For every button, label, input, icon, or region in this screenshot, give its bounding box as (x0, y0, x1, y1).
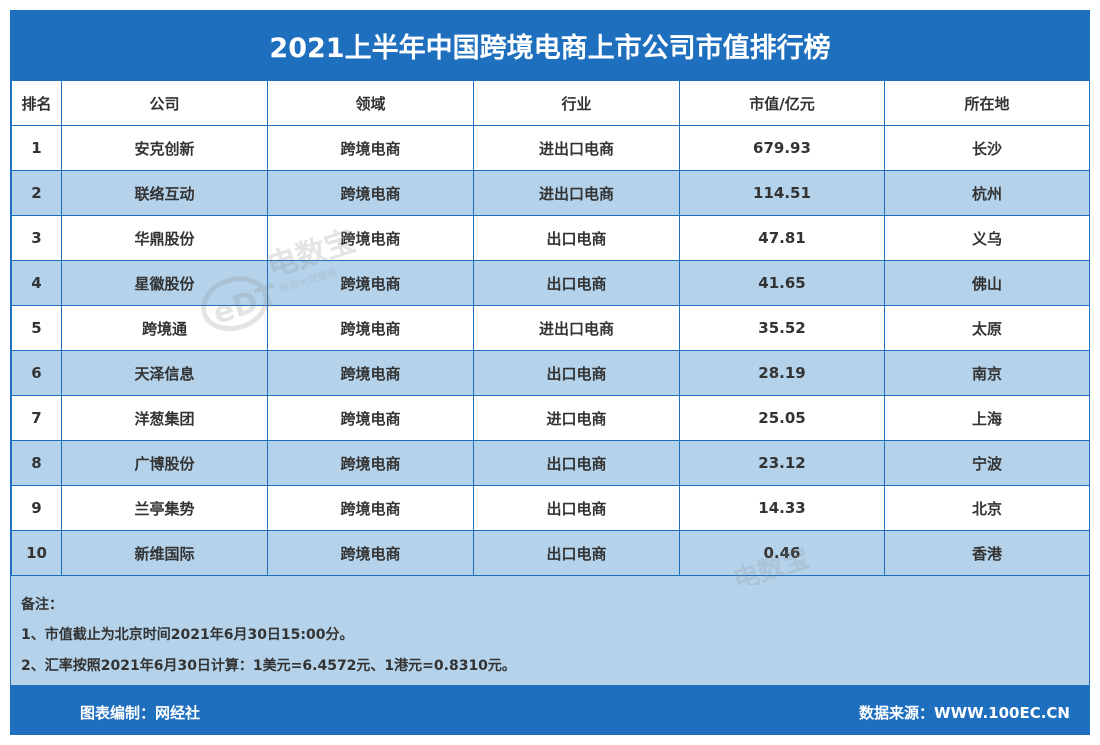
cell-company: 洋葱集团 (61, 395, 268, 441)
header-cell-location: 所在地 (884, 80, 1090, 126)
table-row: 8 广博股份 跨境电商 出口电商 23.12 宁波 (11, 440, 1090, 486)
cell-market-value: 41.65 (679, 260, 885, 306)
table-row: 1 安克创新 跨境电商 进出口电商 679.93 长沙 (11, 125, 1090, 171)
cell-market-value: 14.33 (679, 485, 885, 531)
cell-field: 跨境电商 (267, 170, 474, 216)
cell-location: 长沙 (884, 125, 1090, 171)
cell-rank: 5 (11, 305, 62, 351)
note-line-2: 2、汇率按照2021年6月30日计算：1美元=6.4572元、1港元=0.831… (21, 658, 516, 674)
cell-field: 跨境电商 (267, 530, 474, 576)
cell-field: 跨境电商 (267, 305, 474, 351)
cell-rank: 10 (11, 530, 62, 576)
cell-industry: 出口电商 (473, 350, 680, 396)
cell-location: 杭州 (884, 170, 1090, 216)
cell-company: 兰亭集势 (61, 485, 268, 531)
cell-industry: 进出口电商 (473, 305, 680, 351)
chart-title: 2021上半年中国跨境电商上市公司市值排行榜 (269, 32, 831, 64)
cell-industry: 进出口电商 (473, 125, 680, 171)
cell-field: 跨境电商 (267, 125, 474, 171)
cell-location: 佛山 (884, 260, 1090, 306)
cell-rank: 6 (11, 350, 62, 396)
cell-location: 香港 (884, 530, 1090, 576)
cell-location: 宁波 (884, 440, 1090, 486)
cell-field: 跨境电商 (267, 260, 474, 306)
footer-source: 数据来源：WWW.100EC.CN (859, 704, 1070, 722)
cell-market-value: 23.12 (679, 440, 885, 486)
cell-company: 星徽股份 (61, 260, 268, 306)
cell-rank: 2 (11, 170, 62, 216)
cell-field: 跨境电商 (267, 485, 474, 531)
header-cell-industry: 行业 (473, 80, 680, 126)
cell-market-value: 47.81 (679, 215, 885, 261)
cell-market-value: 25.05 (679, 395, 885, 441)
cell-company: 华鼎股份 (61, 215, 268, 261)
table-body: 1 安克创新 跨境电商 进出口电商 679.93 长沙 2 联络互动 跨境电商 进出口电商 114.… (11, 125, 1090, 576)
cell-industry: 进出口电商 (473, 170, 680, 216)
chart-frame: 2021上半年中国跨境电商上市公司市值排行榜 排名 公司 领域 行业 市值/亿元… (10, 10, 1090, 735)
cell-rank: 9 (11, 485, 62, 531)
cell-location: 上海 (884, 395, 1090, 441)
notes-panel: 备注： 1、市值截止为北京时间2021年6月30日15:00分。 2、汇率按照2… (11, 576, 1089, 685)
cell-industry: 出口电商 (473, 440, 680, 486)
cell-industry: 进口电商 (473, 395, 680, 441)
header-row: 排名 公司 领域 行业 市值/亿元 所在地 (11, 80, 1090, 126)
table-row: 7 洋葱集团 跨境电商 进口电商 25.05 上海 (11, 395, 1090, 441)
cell-location: 北京 (884, 485, 1090, 531)
note-line-1: 1、市值截止为北京时间2021年6月30日15:00分。 (21, 627, 354, 643)
cell-field: 跨境电商 (267, 395, 474, 441)
cell-field: 跨境电商 (267, 350, 474, 396)
cell-rank: 8 (11, 440, 62, 486)
header-cell-rank: 排名 (11, 80, 62, 126)
header-cell-market-value: 市值/亿元 (679, 80, 885, 126)
cell-company: 跨境通 (61, 305, 268, 351)
cell-company: 新维国际 (61, 530, 268, 576)
cell-market-value: 35.52 (679, 305, 885, 351)
notes-heading: 备注： (21, 597, 63, 613)
cell-market-value: 114.51 (679, 170, 885, 216)
cell-industry: 出口电商 (473, 215, 680, 261)
cell-rank: 7 (11, 395, 62, 441)
table-row: 10 新维国际 跨境电商 出口电商 0.46 香港 (11, 530, 1090, 576)
cell-company: 联络互动 (61, 170, 268, 216)
table-row: 3 华鼎股份 跨境电商 出口电商 47.81 义乌 (11, 215, 1090, 261)
cell-industry: 出口电商 (473, 260, 680, 306)
cell-industry: 出口电商 (473, 485, 680, 531)
header-cell-field: 领域 (267, 80, 474, 126)
ranking-table: 排名 公司 领域 行业 市值/亿元 所在地 1 安克创新 跨境电商 进出口电商 679.… (11, 80, 1090, 576)
cell-market-value: 679.93 (679, 125, 885, 171)
table-row: 9 兰亭集势 跨境电商 出口电商 14.33 北京 (11, 485, 1090, 531)
cell-location: 南京 (884, 350, 1090, 396)
cell-company: 安克创新 (61, 125, 268, 171)
cell-company: 广博股份 (61, 440, 268, 486)
footer-compiler: 图表编制：网经社 (80, 704, 201, 722)
table-row: 5 跨境通 跨境电商 进出口电商 35.52 太原 (11, 305, 1090, 351)
cell-rank: 1 (11, 125, 62, 171)
cell-market-value: 28.19 (679, 350, 885, 396)
cell-rank: 4 (11, 260, 62, 306)
table-row: 2 联络互动 跨境电商 进出口电商 114.51 杭州 (11, 170, 1090, 216)
footer-bar: 图表编制：网经社 数据来源：WWW.100EC.CN (10, 685, 1090, 735)
table-row: 6 天泽信息 跨境电商 出口电商 28.19 南京 (11, 350, 1090, 396)
cell-company: 天泽信息 (61, 350, 268, 396)
cell-market-value: 0.46 (679, 530, 885, 576)
table-row: 4 星徽股份 跨境电商 出口电商 41.65 佛山 (11, 260, 1090, 306)
cell-field: 跨境电商 (267, 215, 474, 261)
cell-location: 太原 (884, 305, 1090, 351)
cell-field: 跨境电商 (267, 440, 474, 486)
cell-location: 义乌 (884, 215, 1090, 261)
cell-industry: 出口电商 (473, 530, 680, 576)
header-cell-company: 公司 (61, 80, 268, 126)
cell-rank: 3 (11, 215, 62, 261)
